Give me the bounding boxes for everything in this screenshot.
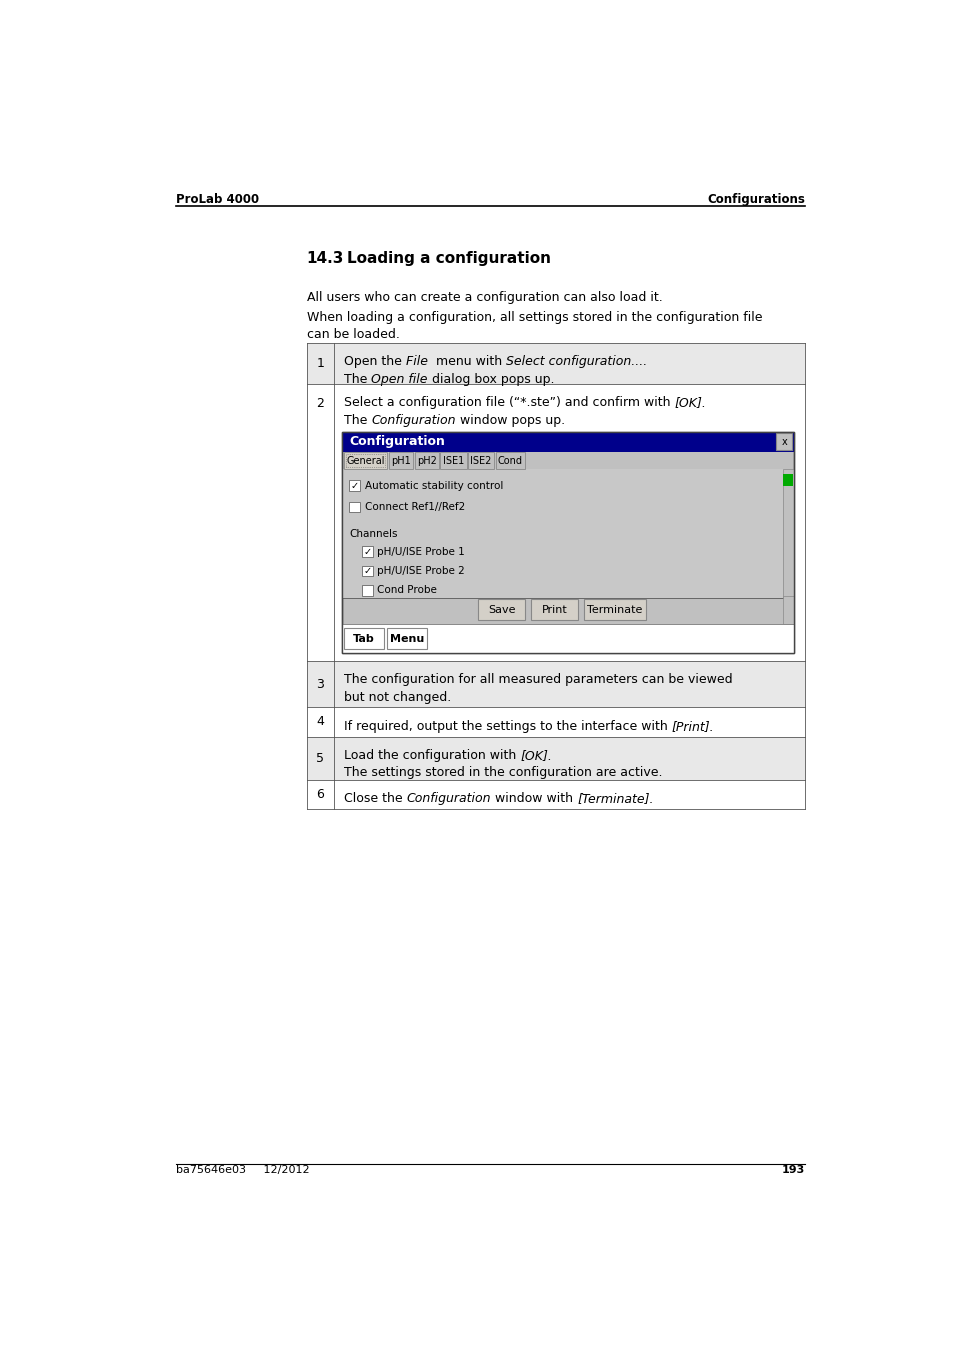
Text: 1: 1 [316,357,324,370]
Text: Configuration: Configuration [349,435,445,449]
FancyBboxPatch shape [386,628,427,648]
Text: ✓: ✓ [351,481,358,490]
Text: Terminate: Terminate [586,605,642,615]
Text: Loading a configuration: Loading a configuration [347,251,551,266]
FancyBboxPatch shape [495,453,524,469]
Text: window with: window with [491,792,577,805]
Text: 193: 193 [781,1165,804,1174]
Text: ✓: ✓ [363,566,371,576]
FancyBboxPatch shape [341,431,793,453]
Text: pH/U/ISE Probe 2: pH/U/ISE Probe 2 [377,566,465,576]
FancyBboxPatch shape [344,453,387,469]
FancyBboxPatch shape [776,434,791,450]
Text: dialog box pops up.: dialog box pops up. [428,373,554,386]
Text: but not changed.: but not changed. [344,690,451,704]
FancyBboxPatch shape [307,343,804,384]
Text: ISE2: ISE2 [470,455,492,466]
FancyBboxPatch shape [307,780,804,809]
FancyBboxPatch shape [307,708,804,736]
Text: [Terminate].: [Terminate]. [577,792,653,805]
FancyBboxPatch shape [781,469,793,598]
FancyBboxPatch shape [341,624,793,654]
FancyBboxPatch shape [349,501,360,512]
Text: The settings stored in the configuration are active.: The settings stored in the configuration… [344,766,661,780]
Text: x: x [781,436,786,447]
Text: ProLab 4000: ProLab 4000 [175,193,258,205]
FancyBboxPatch shape [388,453,413,469]
FancyBboxPatch shape [782,474,792,486]
Text: Open file: Open file [371,373,428,386]
FancyBboxPatch shape [349,480,360,490]
Text: ISE1: ISE1 [442,455,464,466]
Text: Connect Ref1//Ref2: Connect Ref1//Ref2 [365,503,465,512]
Text: When loading a configuration, all settings stored in the configuration file: When loading a configuration, all settin… [307,311,761,324]
Text: Cond: Cond [497,455,522,466]
Text: ba75646e03     12/2012: ba75646e03 12/2012 [175,1165,309,1174]
Text: File: File [405,355,432,369]
Text: pH/U/ISE Probe 1: pH/U/ISE Probe 1 [377,547,465,557]
Text: The configuration for all measured parameters can be viewed: The configuration for all measured param… [344,673,732,686]
Text: [Print].: [Print]. [671,720,714,732]
Text: 14.3: 14.3 [307,251,344,266]
Text: [OK].: [OK]. [674,396,705,409]
Text: Configurations: Configurations [706,193,804,205]
Text: 3: 3 [316,678,324,690]
FancyBboxPatch shape [341,431,793,654]
Text: menu with: menu with [432,355,505,369]
Text: All users who can create a configuration can also load it.: All users who can create a configuration… [307,290,661,304]
Text: Save: Save [487,605,515,615]
FancyBboxPatch shape [361,566,373,577]
Text: 6: 6 [316,788,324,801]
FancyBboxPatch shape [341,469,793,598]
Text: Tab: Tab [353,634,375,643]
FancyBboxPatch shape [781,596,793,624]
Text: The: The [344,413,371,427]
Text: 2: 2 [316,397,324,409]
Text: Automatic stability control: Automatic stability control [365,481,503,490]
Text: Channels: Channels [349,530,397,539]
Text: Load the configuration with: Load the configuration with [344,748,519,762]
Text: If required, output the settings to the interface with: If required, output the settings to the … [344,720,671,732]
FancyBboxPatch shape [440,453,466,469]
Text: window pops up.: window pops up. [456,413,564,427]
Text: can be loaded.: can be loaded. [307,328,399,340]
Text: 4: 4 [316,716,324,728]
FancyBboxPatch shape [468,453,494,469]
Text: The: The [344,373,371,386]
Text: Cond Probe: Cond Probe [377,585,436,596]
Text: Select a configuration file (“*.ste”) and confirm with: Select a configuration file (“*.ste”) an… [344,396,674,409]
Text: Print: Print [541,605,567,615]
FancyBboxPatch shape [478,600,524,620]
FancyBboxPatch shape [415,453,439,469]
FancyBboxPatch shape [361,585,373,596]
Text: Configuration: Configuration [406,792,491,805]
FancyBboxPatch shape [583,600,645,620]
Text: pH2: pH2 [416,455,436,466]
FancyBboxPatch shape [361,546,373,557]
Text: [OK].: [OK]. [519,748,552,762]
FancyBboxPatch shape [307,384,804,661]
FancyBboxPatch shape [531,600,578,620]
Text: pH1: pH1 [391,455,411,466]
FancyBboxPatch shape [307,661,804,708]
FancyBboxPatch shape [307,736,804,780]
Text: Close the: Close the [344,792,406,805]
Text: Open the: Open the [344,355,405,369]
Text: Select configuration....: Select configuration.... [505,355,646,369]
FancyBboxPatch shape [344,628,384,648]
Text: Configuration: Configuration [371,413,456,427]
Text: General: General [346,455,385,466]
Text: ✓: ✓ [363,547,371,557]
Text: Menu: Menu [389,634,423,643]
Text: 5: 5 [316,751,324,765]
